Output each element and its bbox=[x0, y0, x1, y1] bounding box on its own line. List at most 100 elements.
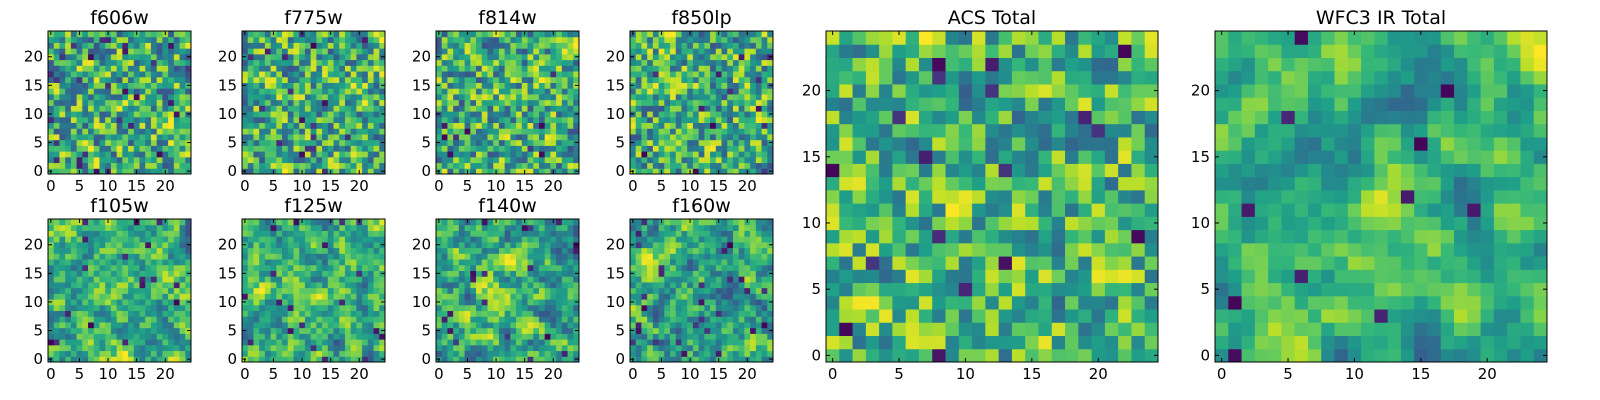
heatmap-cell bbox=[652, 316, 660, 323]
heatmap-cell bbox=[533, 82, 540, 89]
heatmap-cell bbox=[538, 321, 546, 329]
heatmap-cell bbox=[145, 93, 152, 101]
heatmap-cell bbox=[264, 253, 272, 260]
heatmap-cell bbox=[76, 339, 83, 346]
heatmap-cell bbox=[53, 139, 60, 146]
heatmap-cell bbox=[567, 304, 574, 312]
heatmap-cell bbox=[128, 327, 135, 334]
heatmap-cell bbox=[470, 42, 477, 49]
heatmap-cell bbox=[464, 299, 471, 306]
heatmap-cell bbox=[652, 128, 660, 135]
heatmap-cell bbox=[687, 59, 694, 66]
heatmap-cell bbox=[299, 156, 306, 164]
heatmap-cell bbox=[282, 162, 289, 169]
heatmap-cell bbox=[105, 224, 112, 231]
heatmap-cell bbox=[93, 236, 100, 243]
heatmap-cell bbox=[453, 327, 460, 334]
x-tick-label: 0 bbox=[434, 365, 444, 383]
heatmap-cell bbox=[282, 53, 289, 61]
heatmap-cell bbox=[670, 139, 677, 146]
heatmap-cell bbox=[99, 299, 106, 306]
heatmap-cell bbox=[270, 139, 277, 146]
heatmap-cell bbox=[128, 310, 135, 317]
heatmap-cell bbox=[339, 82, 346, 89]
heatmap-cell bbox=[356, 36, 363, 43]
heatmap-cell bbox=[59, 321, 66, 329]
heatmap-cell bbox=[481, 241, 488, 249]
heatmap-cell bbox=[299, 299, 306, 306]
heatmap-cell bbox=[287, 304, 294, 312]
heatmap-cell bbox=[339, 122, 346, 129]
heatmap-cell bbox=[487, 42, 494, 49]
heatmap-cell bbox=[133, 156, 141, 164]
heatmap-cell bbox=[556, 59, 563, 66]
heatmap-cell bbox=[761, 333, 768, 340]
heatmap-cell bbox=[282, 281, 289, 289]
heatmap-cell bbox=[156, 247, 163, 254]
heatmap-cell bbox=[681, 333, 688, 340]
heatmap-cell bbox=[641, 151, 648, 158]
heatmap-cell bbox=[453, 293, 460, 300]
heatmap-cell bbox=[333, 151, 340, 158]
heatmap-cell bbox=[436, 122, 443, 129]
heatmap-cell bbox=[681, 42, 688, 49]
heatmap-cell bbox=[470, 339, 477, 346]
heatmap-cell bbox=[316, 151, 323, 158]
heatmap-cell bbox=[556, 53, 563, 61]
heatmap-cell bbox=[510, 88, 517, 95]
heatmap-cell bbox=[59, 42, 66, 49]
heatmap-cell bbox=[767, 162, 774, 169]
heatmap-cell bbox=[538, 111, 546, 118]
heatmap-cell bbox=[242, 253, 249, 260]
heatmap-cell bbox=[681, 299, 688, 306]
heatmap-cell bbox=[282, 299, 289, 306]
heatmap-cell bbox=[179, 76, 186, 83]
heatmap-cell bbox=[544, 122, 551, 129]
heatmap-cell bbox=[70, 139, 78, 146]
heatmap-cell bbox=[362, 344, 369, 352]
heatmap-cell bbox=[327, 88, 335, 95]
heatmap-cell bbox=[750, 145, 757, 152]
heatmap-cell bbox=[93, 128, 100, 135]
heatmap-cell bbox=[88, 116, 95, 124]
panel-title: f814w bbox=[478, 7, 537, 29]
heatmap-cell bbox=[630, 145, 637, 152]
heatmap-cell bbox=[561, 316, 569, 323]
heatmap-cell bbox=[133, 339, 141, 346]
heatmap-cell bbox=[487, 304, 494, 312]
heatmap-cell bbox=[367, 42, 375, 49]
heatmap-cell bbox=[436, 350, 443, 357]
heatmap-cell bbox=[264, 76, 272, 83]
x-tick-label: 20 bbox=[738, 177, 757, 195]
heatmap-cell bbox=[550, 293, 557, 300]
heatmap-cell bbox=[253, 122, 260, 129]
heatmap-cell bbox=[350, 111, 357, 118]
heatmap-cell bbox=[510, 53, 517, 61]
heatmap-cell bbox=[727, 293, 734, 300]
heatmap-cell bbox=[173, 241, 181, 249]
heatmap-cell bbox=[88, 310, 95, 317]
heatmap-cell bbox=[721, 36, 728, 43]
heatmap-cell bbox=[556, 241, 563, 249]
heatmap-cell bbox=[344, 236, 352, 243]
heatmap-cell bbox=[53, 71, 60, 78]
heatmap-cell bbox=[156, 128, 163, 135]
heatmap-cell bbox=[470, 65, 477, 72]
heatmap-cell bbox=[635, 327, 642, 334]
y-tick-label: 10 bbox=[412, 293, 431, 311]
heatmap-cell bbox=[264, 156, 272, 164]
heatmap-cell bbox=[168, 36, 175, 43]
heatmap-cell bbox=[270, 162, 277, 169]
heatmap-cell bbox=[362, 145, 369, 152]
heatmap-cell bbox=[550, 111, 557, 118]
heatmap-cell bbox=[727, 88, 734, 95]
heatmap-cell bbox=[516, 111, 523, 118]
heatmap-cell bbox=[293, 287, 300, 294]
heatmap-cell bbox=[333, 241, 340, 249]
heatmap-cell bbox=[339, 253, 346, 260]
heatmap-cell bbox=[504, 264, 511, 271]
heatmap-cell bbox=[88, 264, 95, 271]
heatmap-cell bbox=[573, 99, 580, 106]
heatmap-cell bbox=[704, 122, 711, 129]
